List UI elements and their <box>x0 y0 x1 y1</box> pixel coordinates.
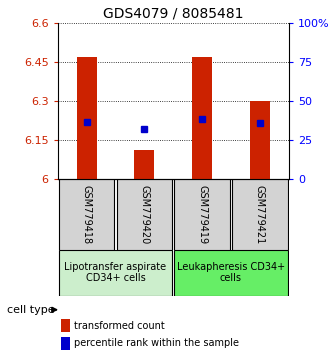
Bar <box>174 250 288 296</box>
Text: percentile rank within the sample: percentile rank within the sample <box>74 338 239 348</box>
Bar <box>134 150 154 179</box>
Bar <box>61 337 70 350</box>
Text: Leukapheresis CD34+
cells: Leukapheresis CD34+ cells <box>177 262 285 284</box>
Bar <box>232 179 288 250</box>
Text: GSM779420: GSM779420 <box>139 184 149 244</box>
Text: cell type: cell type <box>7 305 54 315</box>
Bar <box>250 101 270 179</box>
Bar <box>59 179 114 250</box>
Bar <box>59 250 172 296</box>
Bar <box>174 179 230 250</box>
Text: GSM779418: GSM779418 <box>82 184 92 244</box>
Bar <box>77 57 97 179</box>
Text: transformed count: transformed count <box>74 321 165 331</box>
Title: GDS4079 / 8085481: GDS4079 / 8085481 <box>103 6 244 21</box>
Bar <box>117 179 172 250</box>
Text: Lipotransfer aspirate
CD34+ cells: Lipotransfer aspirate CD34+ cells <box>64 262 167 284</box>
Bar <box>61 319 70 332</box>
Text: GSM779421: GSM779421 <box>255 184 265 244</box>
Bar <box>192 57 212 179</box>
Text: GSM779419: GSM779419 <box>197 184 207 244</box>
